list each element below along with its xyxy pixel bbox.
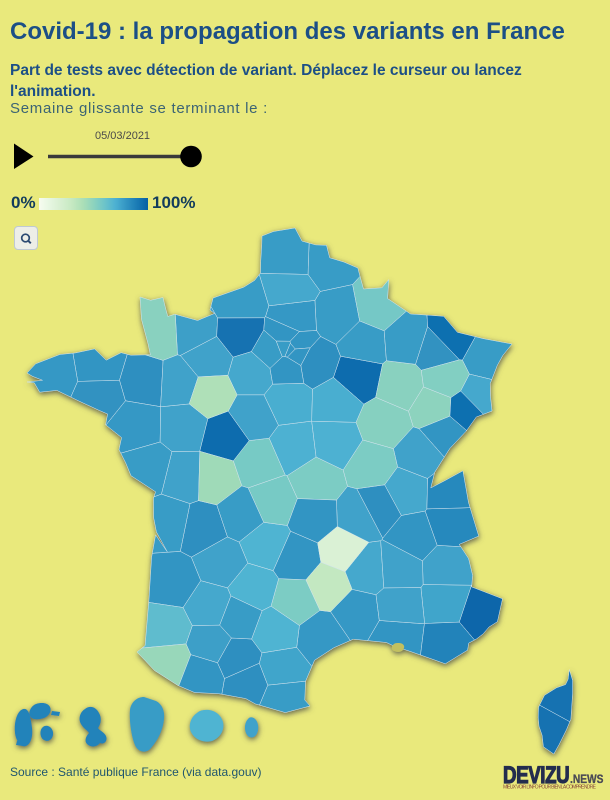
svg-text:DEVIZU: DEVIZU	[503, 762, 569, 789]
svg-text:.NEWS: .NEWS	[570, 773, 603, 786]
svg-text:MIEUX VOIR L'INFO POUR BIEN LA: MIEUX VOIR L'INFO POUR BIEN LA COMPRENDR…	[503, 785, 597, 791]
